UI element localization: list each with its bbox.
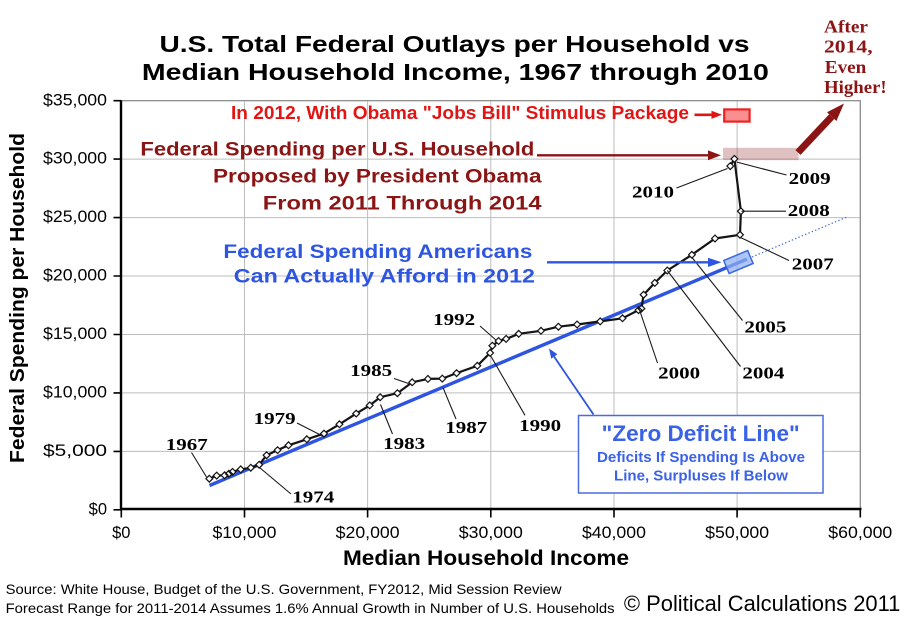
svg-text:Can Actually Afford in 2012: Can Actually Afford in 2012: [234, 265, 535, 287]
svg-text:In 2012, With Obama "Jobs Bill: In 2012, With Obama "Jobs Bill" Stimulus…: [231, 103, 689, 123]
svg-text:1979: 1979: [254, 409, 296, 428]
svg-text:1992: 1992: [433, 310, 475, 329]
svg-text:2010: 2010: [632, 182, 674, 201]
svg-text:1967: 1967: [166, 435, 209, 454]
svg-text:Federal Spending Americans: Federal Spending Americans: [223, 241, 532, 263]
svg-text:1987: 1987: [445, 418, 488, 437]
svg-text:Line, Surpluses If Below: Line, Surpluses If Below: [614, 468, 788, 485]
svg-text:1983: 1983: [383, 434, 425, 453]
svg-text:$25,000: $25,000: [43, 208, 107, 226]
svg-text:1985: 1985: [350, 361, 392, 380]
svg-text:After: After: [824, 16, 868, 36]
svg-text:From 2011 Through 2014: From 2011 Through 2014: [263, 193, 542, 215]
svg-text:1990: 1990: [519, 416, 561, 435]
svg-text:Source: White House, Budget of: Source: White House, Budget of the U.S. …: [6, 582, 562, 597]
svg-text:2000: 2000: [658, 364, 700, 383]
svg-text:$30,000: $30,000: [43, 150, 107, 168]
svg-text:Proposed by President Obama: Proposed by President Obama: [213, 166, 542, 188]
svg-text:Median Household Income, 1967: Median Household Income, 1967 through 20…: [142, 59, 769, 85]
svg-text:2009: 2009: [789, 169, 831, 188]
svg-text:1974: 1974: [292, 488, 335, 507]
svg-text:$35,000: $35,000: [43, 91, 107, 109]
svg-text:U.S. Total Federal Outlays per: U.S. Total Federal Outlays per Household…: [160, 31, 750, 57]
svg-text:$10,000: $10,000: [43, 384, 107, 402]
svg-text:2014,: 2014,: [824, 36, 873, 56]
svg-text:Deficits If Spending Is Above: Deficits If Spending Is Above: [597, 449, 805, 466]
svg-text:$40,000: $40,000: [582, 524, 646, 542]
svg-text:Higher!: Higher!: [824, 77, 887, 97]
svg-text:© Political Calculations 2011: © Political Calculations 2011: [624, 591, 901, 616]
svg-text:$0: $0: [89, 500, 107, 518]
svg-text:Federal Spending per Household: Federal Spending per Household: [7, 133, 29, 463]
svg-text:Even: Even: [825, 57, 867, 77]
svg-text:$60,000: $60,000: [828, 524, 892, 542]
svg-text:$20,000: $20,000: [336, 524, 400, 542]
svg-text:2007: 2007: [792, 255, 835, 274]
svg-text:Federal Spending per U.S. Hous: Federal Spending per U.S. Household: [140, 139, 534, 161]
svg-text:$50,000: $50,000: [705, 524, 769, 542]
svg-text:$5,000: $5,000: [43, 442, 107, 460]
svg-text:$20,000: $20,000: [43, 267, 107, 285]
svg-text:2005: 2005: [744, 318, 786, 337]
svg-text:$10,000: $10,000: [212, 524, 276, 542]
svg-text:Forecast Range for 2011-2014 A: Forecast Range for 2011-2014 Assumes 1.6…: [6, 601, 615, 616]
svg-text:$0: $0: [112, 524, 130, 542]
svg-text:2004: 2004: [742, 364, 785, 383]
svg-text:$30,000: $30,000: [459, 524, 523, 542]
svg-text:$15,000: $15,000: [43, 325, 107, 343]
svg-text:"Zero Deficit Line": "Zero Deficit Line": [602, 421, 800, 446]
svg-text:Median Household Income: Median Household Income: [343, 547, 629, 570]
svg-text:2008: 2008: [788, 201, 830, 220]
